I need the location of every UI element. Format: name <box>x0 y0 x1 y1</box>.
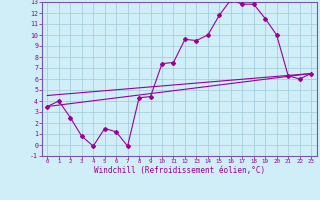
X-axis label: Windchill (Refroidissement éolien,°C): Windchill (Refroidissement éolien,°C) <box>94 166 265 175</box>
